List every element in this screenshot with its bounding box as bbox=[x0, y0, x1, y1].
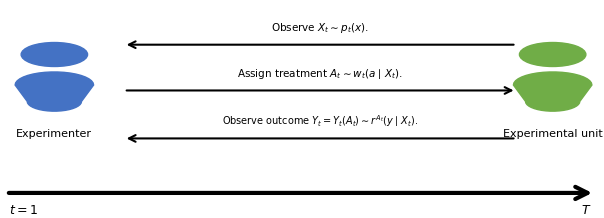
Text: $T$: $T$ bbox=[582, 204, 592, 217]
Text: Observe $X_t \sim p_t(x)$.: Observe $X_t \sim p_t(x)$. bbox=[271, 21, 369, 35]
Polygon shape bbox=[513, 72, 592, 111]
Text: Experimenter: Experimenter bbox=[16, 129, 92, 139]
Circle shape bbox=[519, 43, 586, 66]
Text: Observe outcome $Y_t = Y_t(A_t) \sim r^{A_t}(y \mid X_t)$.: Observe outcome $Y_t = Y_t(A_t) \sim r^{… bbox=[222, 113, 418, 129]
Circle shape bbox=[21, 43, 88, 66]
Polygon shape bbox=[15, 72, 94, 111]
Text: Assign treatment $A_t \sim w_t(a \mid X_t)$.: Assign treatment $A_t \sim w_t(a \mid X_… bbox=[237, 67, 403, 81]
Text: Experimental unit: Experimental unit bbox=[503, 129, 603, 139]
Text: $t=1$: $t=1$ bbox=[9, 204, 38, 217]
